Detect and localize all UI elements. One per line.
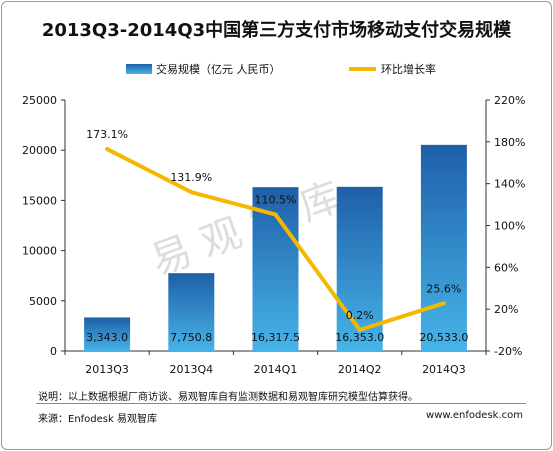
x-tick-label: 2013Q4 — [169, 363, 213, 376]
legend-bar-label: 交易规模（亿元 人民币） — [156, 62, 281, 76]
y-right-tick-label: 180% — [494, 136, 525, 149]
y-right-tick-label: 60% — [494, 261, 518, 274]
bar-value-label: 16,317.5 — [251, 331, 300, 344]
bar-value-label: 3,343.0 — [86, 331, 128, 344]
y-left-tick-label: 20000 — [22, 144, 57, 157]
growth-rate-point — [357, 327, 362, 332]
source-note: 来源：Enfodesk 易观智库 — [38, 414, 157, 425]
y-right-tick-label: 100% — [494, 220, 525, 233]
growth-rate-label: 110.5% — [255, 194, 297, 207]
footer-divider — [36, 403, 526, 404]
y-right-tick-label: 220% — [494, 94, 525, 107]
growth-rate-label: 0.2% — [346, 309, 374, 322]
y-left-tick-label: 5000 — [29, 295, 57, 308]
y-left-tick-label: 25000 — [22, 94, 57, 107]
explanation-note: 说明：以上数据根据厂商访谈、易观智库自有监测数据和易观智库研究模型估算获得。 — [38, 392, 418, 403]
x-tick-label: 2013Q3 — [85, 363, 129, 376]
y-left-tick-label: 0 — [50, 345, 57, 358]
growth-rate-point — [273, 212, 278, 217]
bar — [84, 317, 131, 351]
bar-value-label: 20,533.0 — [419, 331, 468, 344]
bar — [420, 144, 467, 351]
growth-rate-label: 173.1% — [86, 128, 128, 141]
y-left-tick-label: 10000 — [22, 245, 57, 258]
x-tick-label: 2014Q2 — [338, 363, 382, 376]
plot-area: 0 5000 10000 15000 20000 25000 -20% 20% 60% 100% 1… — [22, 94, 525, 376]
bar — [168, 273, 215, 351]
legend: 交易规模（亿元 人民币） 环比增长率 — [126, 62, 436, 76]
y-right-tick-label: -20% — [494, 345, 522, 358]
site-url: www.enfodesk.com — [426, 410, 523, 421]
bar-value-label: 16,353.0 — [335, 331, 384, 344]
growth-rate-point — [105, 147, 110, 152]
growth-rate-point — [189, 190, 194, 195]
growth-rate-label: 25.6% — [426, 282, 461, 295]
growth-rate-label: 131.9% — [170, 171, 212, 184]
y-right-tick-label: 20% — [494, 303, 518, 316]
y-right-tick-label: 140% — [494, 178, 525, 191]
chart-title: 2013Q3-2014Q3中国第三方支付市场移动支付交易规模 — [41, 20, 512, 41]
x-tick-label: 2014Q1 — [254, 363, 298, 376]
legend-line-label: 环比增长率 — [381, 62, 436, 76]
legend-bar-swatch — [126, 64, 152, 74]
y-left-tick-label: 15000 — [22, 194, 57, 207]
bar-value-label: 7,750.8 — [170, 331, 212, 344]
growth-rate-point — [441, 301, 446, 306]
x-tick-label: 2014Q3 — [422, 363, 466, 376]
